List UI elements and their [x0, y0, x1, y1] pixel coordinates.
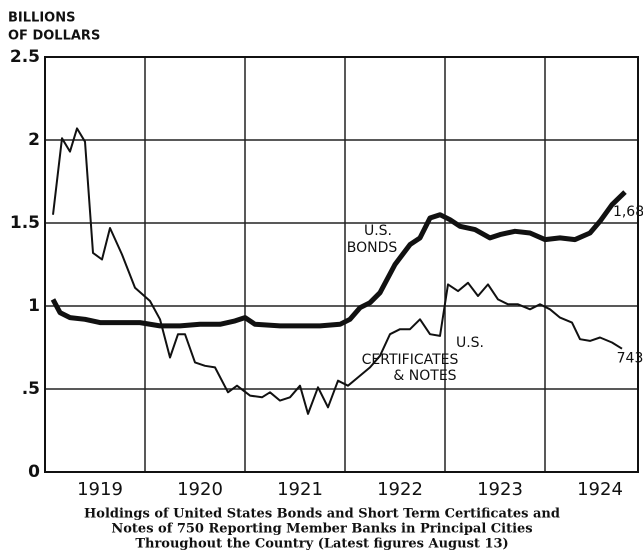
y-tick-label: 1: [28, 296, 40, 316]
plot-frame: [44, 56, 639, 473]
annotation: BONDS: [347, 240, 398, 256]
y-axis-label: OF DOLLARS: [8, 29, 100, 44]
annotation: U.S.: [364, 223, 392, 239]
x-tick-label: 1922: [377, 479, 423, 500]
x-tick-label: 1923: [477, 479, 523, 500]
x-tick-label: 1919: [77, 479, 123, 500]
y-tick-label: 0: [28, 462, 40, 482]
value-label: 743: [617, 351, 643, 367]
caption: Throughout the Country (Latest figures A…: [135, 537, 508, 552]
y-tick-label: 1.5: [10, 213, 40, 233]
x-tick-label: 1920: [177, 479, 223, 500]
caption: Holdings of United States Bonds and Shor…: [84, 507, 560, 522]
value-label: 1,686: [613, 204, 643, 220]
y-tick-label: .5: [22, 379, 40, 399]
x-tick-label: 1924: [577, 479, 623, 500]
y-axis-label: BILLIONS: [8, 11, 75, 26]
annotation: U.S.: [456, 335, 484, 351]
line-series: [52, 127, 623, 415]
annotation: & NOTES: [393, 368, 456, 384]
line-series: [50, 190, 627, 329]
y-tick-label: 2: [28, 130, 40, 150]
y-tick-label: 2.5: [10, 47, 40, 67]
annotation: CERTIFICATES: [362, 352, 459, 368]
caption: Notes of 750 Reporting Member Banks in P…: [111, 522, 532, 537]
x-tick-label: 1921: [277, 479, 323, 500]
